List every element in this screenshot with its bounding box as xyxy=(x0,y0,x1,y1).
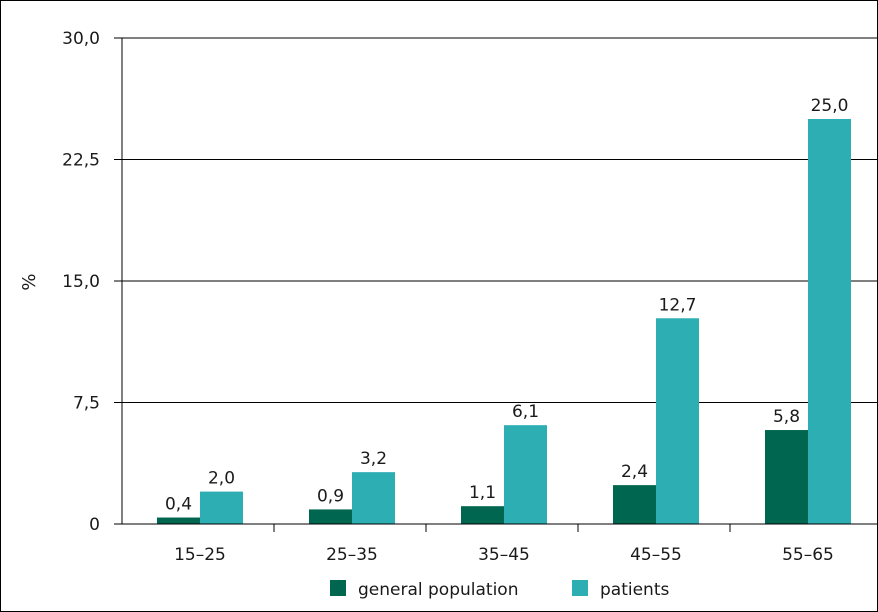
bar-patients xyxy=(808,119,851,524)
data-labels: 0,4 2,0 0,9 3,2 1,1 6,1 2,4 12,7 5,8 25,0 xyxy=(165,96,848,515)
legend-swatch xyxy=(572,580,588,596)
bar-general-population xyxy=(461,506,504,524)
bar-general-population xyxy=(613,485,656,524)
data-label: 3,2 xyxy=(360,449,387,469)
tick-labels: 0 7,5 15,0 22,5 30,0 15–25 25–35 35–45 45–55 55–6… xyxy=(62,29,834,565)
y-axis-title: % xyxy=(19,273,40,290)
y-tick-label: 15,0 xyxy=(62,272,100,292)
data-label: 2,0 xyxy=(208,469,235,489)
bar-patients xyxy=(200,491,243,524)
data-label: 0,4 xyxy=(165,495,192,515)
bar-patients xyxy=(504,425,547,524)
y-tick-label: 0 xyxy=(89,515,100,535)
data-label: 25,0 xyxy=(811,96,849,116)
bars xyxy=(157,119,851,524)
data-label: 12,7 xyxy=(659,295,697,315)
legend-swatch xyxy=(330,580,346,596)
bar-patients xyxy=(352,472,395,524)
y-tick-label: 22,5 xyxy=(62,151,100,171)
data-label: 6,1 xyxy=(512,402,539,422)
bar-general-population xyxy=(309,509,352,524)
bar-patients xyxy=(656,318,699,524)
y-tick-label: 30,0 xyxy=(62,29,100,49)
axes xyxy=(114,37,878,532)
x-tick-label: 15–25 xyxy=(174,545,226,565)
data-label: 0,9 xyxy=(317,486,344,506)
bar-general-population xyxy=(765,430,808,524)
y-tick-label: 7,5 xyxy=(73,394,100,414)
data-label: 5,8 xyxy=(773,407,800,427)
x-tick-label: 55–65 xyxy=(782,545,834,565)
x-tick-label: 25–35 xyxy=(326,545,378,565)
bar-general-population xyxy=(157,517,200,524)
gridlines xyxy=(122,37,878,403)
x-tick-label: 45–55 xyxy=(630,545,682,565)
data-label: 2,4 xyxy=(621,462,648,482)
x-tick-label: 35–45 xyxy=(478,545,530,565)
legend-label: general population xyxy=(358,580,518,600)
legend-label: patients xyxy=(600,580,669,600)
data-label: 1,1 xyxy=(469,483,496,503)
legend: general population patients xyxy=(330,580,669,600)
